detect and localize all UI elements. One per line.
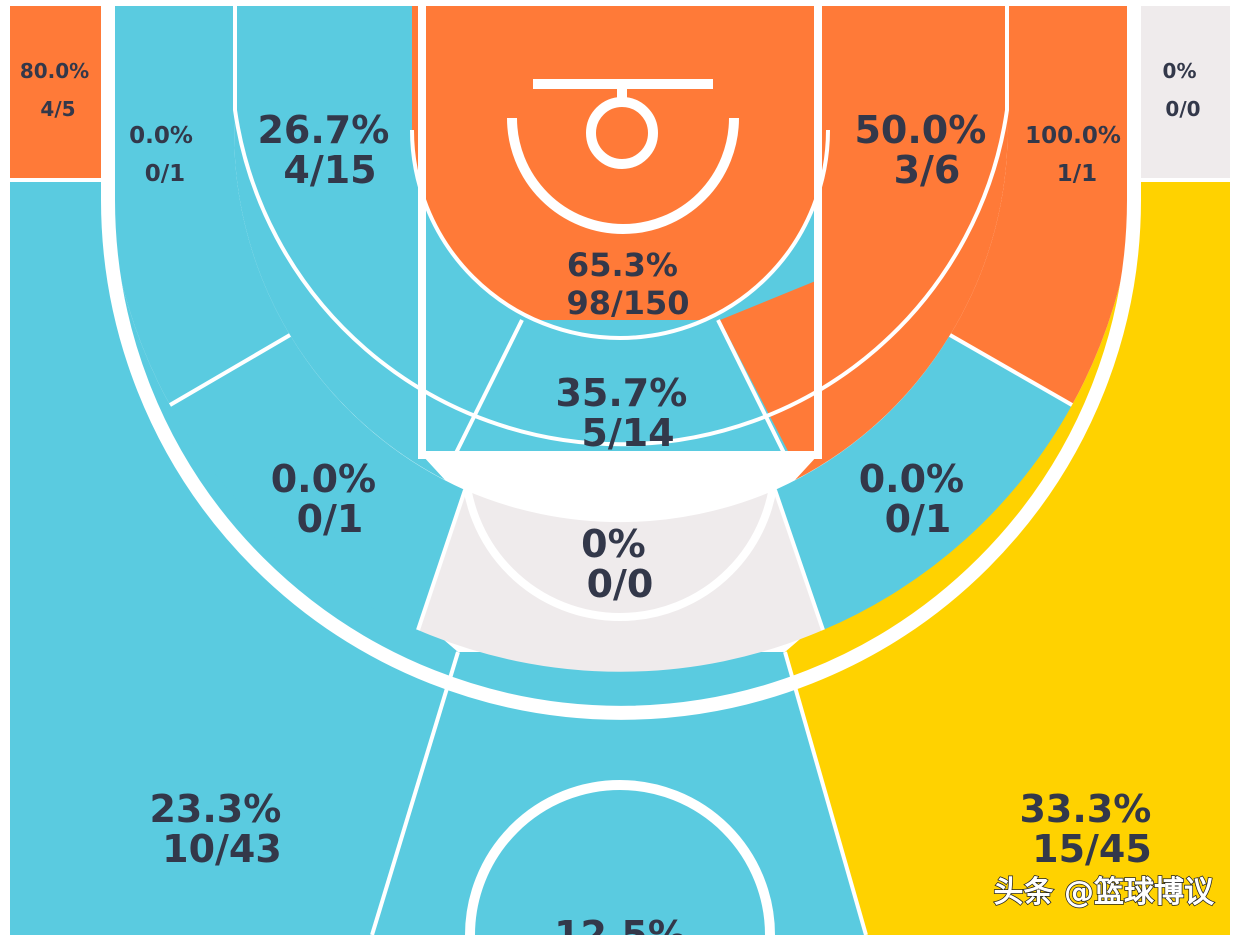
zone-top-key-long-two[interactable] [418, 490, 823, 672]
zone-right-corner-three[interactable] [1134, 6, 1230, 180]
label-left-wing-three: 23.3% 10/43 [149, 787, 294, 871]
label-left-wing-long-two: 0.0% 0/1 [271, 457, 390, 541]
zone-restricted-area[interactable] [412, 6, 828, 338]
zone-left-wing-long-two[interactable] [170, 335, 465, 630]
zone-paint-wedge [455, 320, 785, 455]
restricted-area-arc [507, 117, 739, 234]
label-top-key-long-two: 0% 0/0 [581, 522, 659, 606]
paint-wedge-right [716, 319, 787, 456]
three-point-line [101, 6, 1141, 720]
zone-right-short-midrange[interactable] [795, 6, 1008, 480]
watermark: 头条 @篮球博议 [994, 875, 1215, 910]
zone-top-key-three[interactable] [372, 652, 866, 935]
zone-left-wing-three[interactable] [10, 180, 458, 935]
label-restricted-area: 65.3% 98/150 [566, 246, 689, 322]
label-right-wing-three: 33.3% 15/45 [1019, 787, 1164, 871]
free-throw-circle [461, 461, 779, 621]
label-paint-non-ra: 35.7% 5/14 [555, 371, 700, 455]
top-circle-arc [465, 780, 775, 935]
zone-right-baseline-long-two[interactable] [950, 6, 1134, 405]
lane-outline [418, 6, 822, 459]
label-left-baseline-long-two: 0.0% 0/1 [129, 123, 201, 187]
label-right-wing-long-two: 0.0% 0/1 [859, 457, 978, 541]
label-right-short-midrange: 50.0% 3/6 [854, 108, 999, 192]
label-left-short-midrange: 26.7% 4/15 [257, 108, 402, 192]
zone-left-baseline-long-two[interactable] [108, 6, 290, 405]
left-top-divider-inner [416, 489, 467, 631]
label-right-baseline-long-two: 100.0% 1/1 [1025, 123, 1129, 187]
court-lines [10, 6, 1230, 935]
left-wing-divider [168, 333, 292, 407]
paint-wedge-left [453, 319, 524, 456]
label-right-corner-three: 0% 0/0 [1163, 59, 1204, 121]
zone-left-short-midrange[interactable] [234, 6, 445, 480]
zone-right-wing-long-two[interactable] [775, 335, 1072, 630]
left-top-divider-outer [370, 651, 460, 935]
right-top-divider-inner [773, 489, 825, 631]
restricted-arc-line [410, 129, 830, 340]
label-left-corner-three: 80.0% 4/5 [20, 59, 96, 121]
zone-labels: 80.0% 4/5 0% 0/0 0.0% 0/1 26.7% 4/15 65.… [20, 59, 1204, 935]
rim [586, 97, 658, 169]
zone-left-corner-three[interactable] [10, 6, 108, 180]
zone-right-wing-three[interactable] [785, 180, 1230, 935]
midrange-arc [233, 6, 1009, 447]
right-top-divider-outer [783, 651, 868, 935]
right-wing-divider [949, 333, 1073, 407]
label-top-key-three: 12.5% [554, 913, 686, 935]
zone-paint-lane-marker [720, 280, 818, 455]
